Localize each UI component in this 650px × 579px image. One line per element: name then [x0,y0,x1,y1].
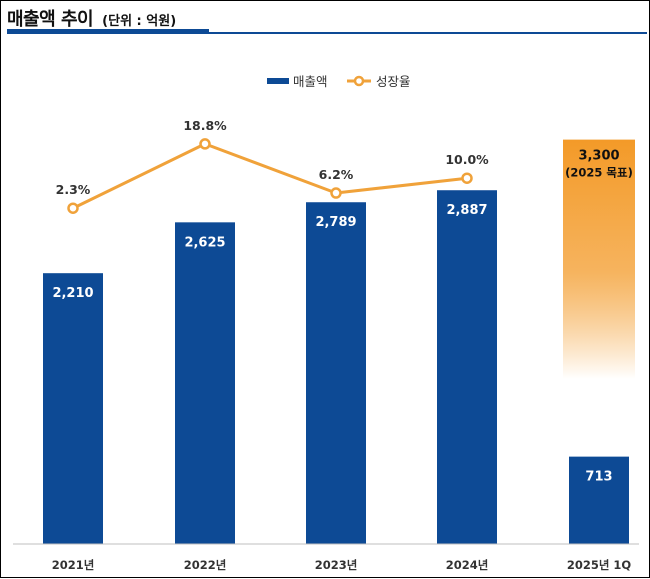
x-tick-label: 2021년 [52,558,95,572]
growth-rate-label: 10.0% [445,152,489,167]
growth-rate-label: 2.3% [56,182,91,197]
sales-bar-label: 2,625 [184,235,225,250]
growth-rate-label: 18.8% [183,118,227,133]
x-tick-label: 2025년 1Q [567,558,632,572]
legend-label-sales: 매출액 [293,74,328,89]
sales-bar-label: 2,789 [315,215,356,230]
title-underline-accent [7,29,209,33]
growth-rate-point [199,138,211,150]
growth-rate-line [72,142,468,210]
x-tick-label: 2024년 [446,558,489,572]
legend-swatch-sales [267,78,289,84]
sales-bar [306,202,366,544]
sales-bar [569,456,629,544]
growth-rate-point [330,187,342,199]
x-tick-label: 2023년 [315,558,358,572]
growth-rate-point [461,172,473,184]
growth-rate-point [67,202,79,214]
sales-bar [175,222,235,544]
sales-bar [437,190,497,544]
legend-swatch-growth-marker [353,75,365,87]
sales-bar-label: 2,210 [52,286,93,301]
sales-bar [43,273,103,544]
sales-bar-label: 2,887 [446,203,487,218]
chart-unit-note: (단위 : 억원) [102,14,177,29]
legend: 매출액 성장율 [267,74,411,89]
title-underline [7,32,647,34]
growth-rate-label: 6.2% [319,167,354,182]
target-value-label: 3,300 [578,149,619,164]
sales-bar-label: 713 [585,470,612,485]
target-bar-2025 [563,139,635,379]
target-note-label: (2025 목표) [565,166,633,180]
page-title: 매출액 추이 (단위 : 억원) [7,5,176,31]
chart-title: 매출액 추이 [7,9,94,30]
legend-label-growth: 성장율 [376,74,411,89]
x-tick-label: 2022년 [184,558,227,572]
